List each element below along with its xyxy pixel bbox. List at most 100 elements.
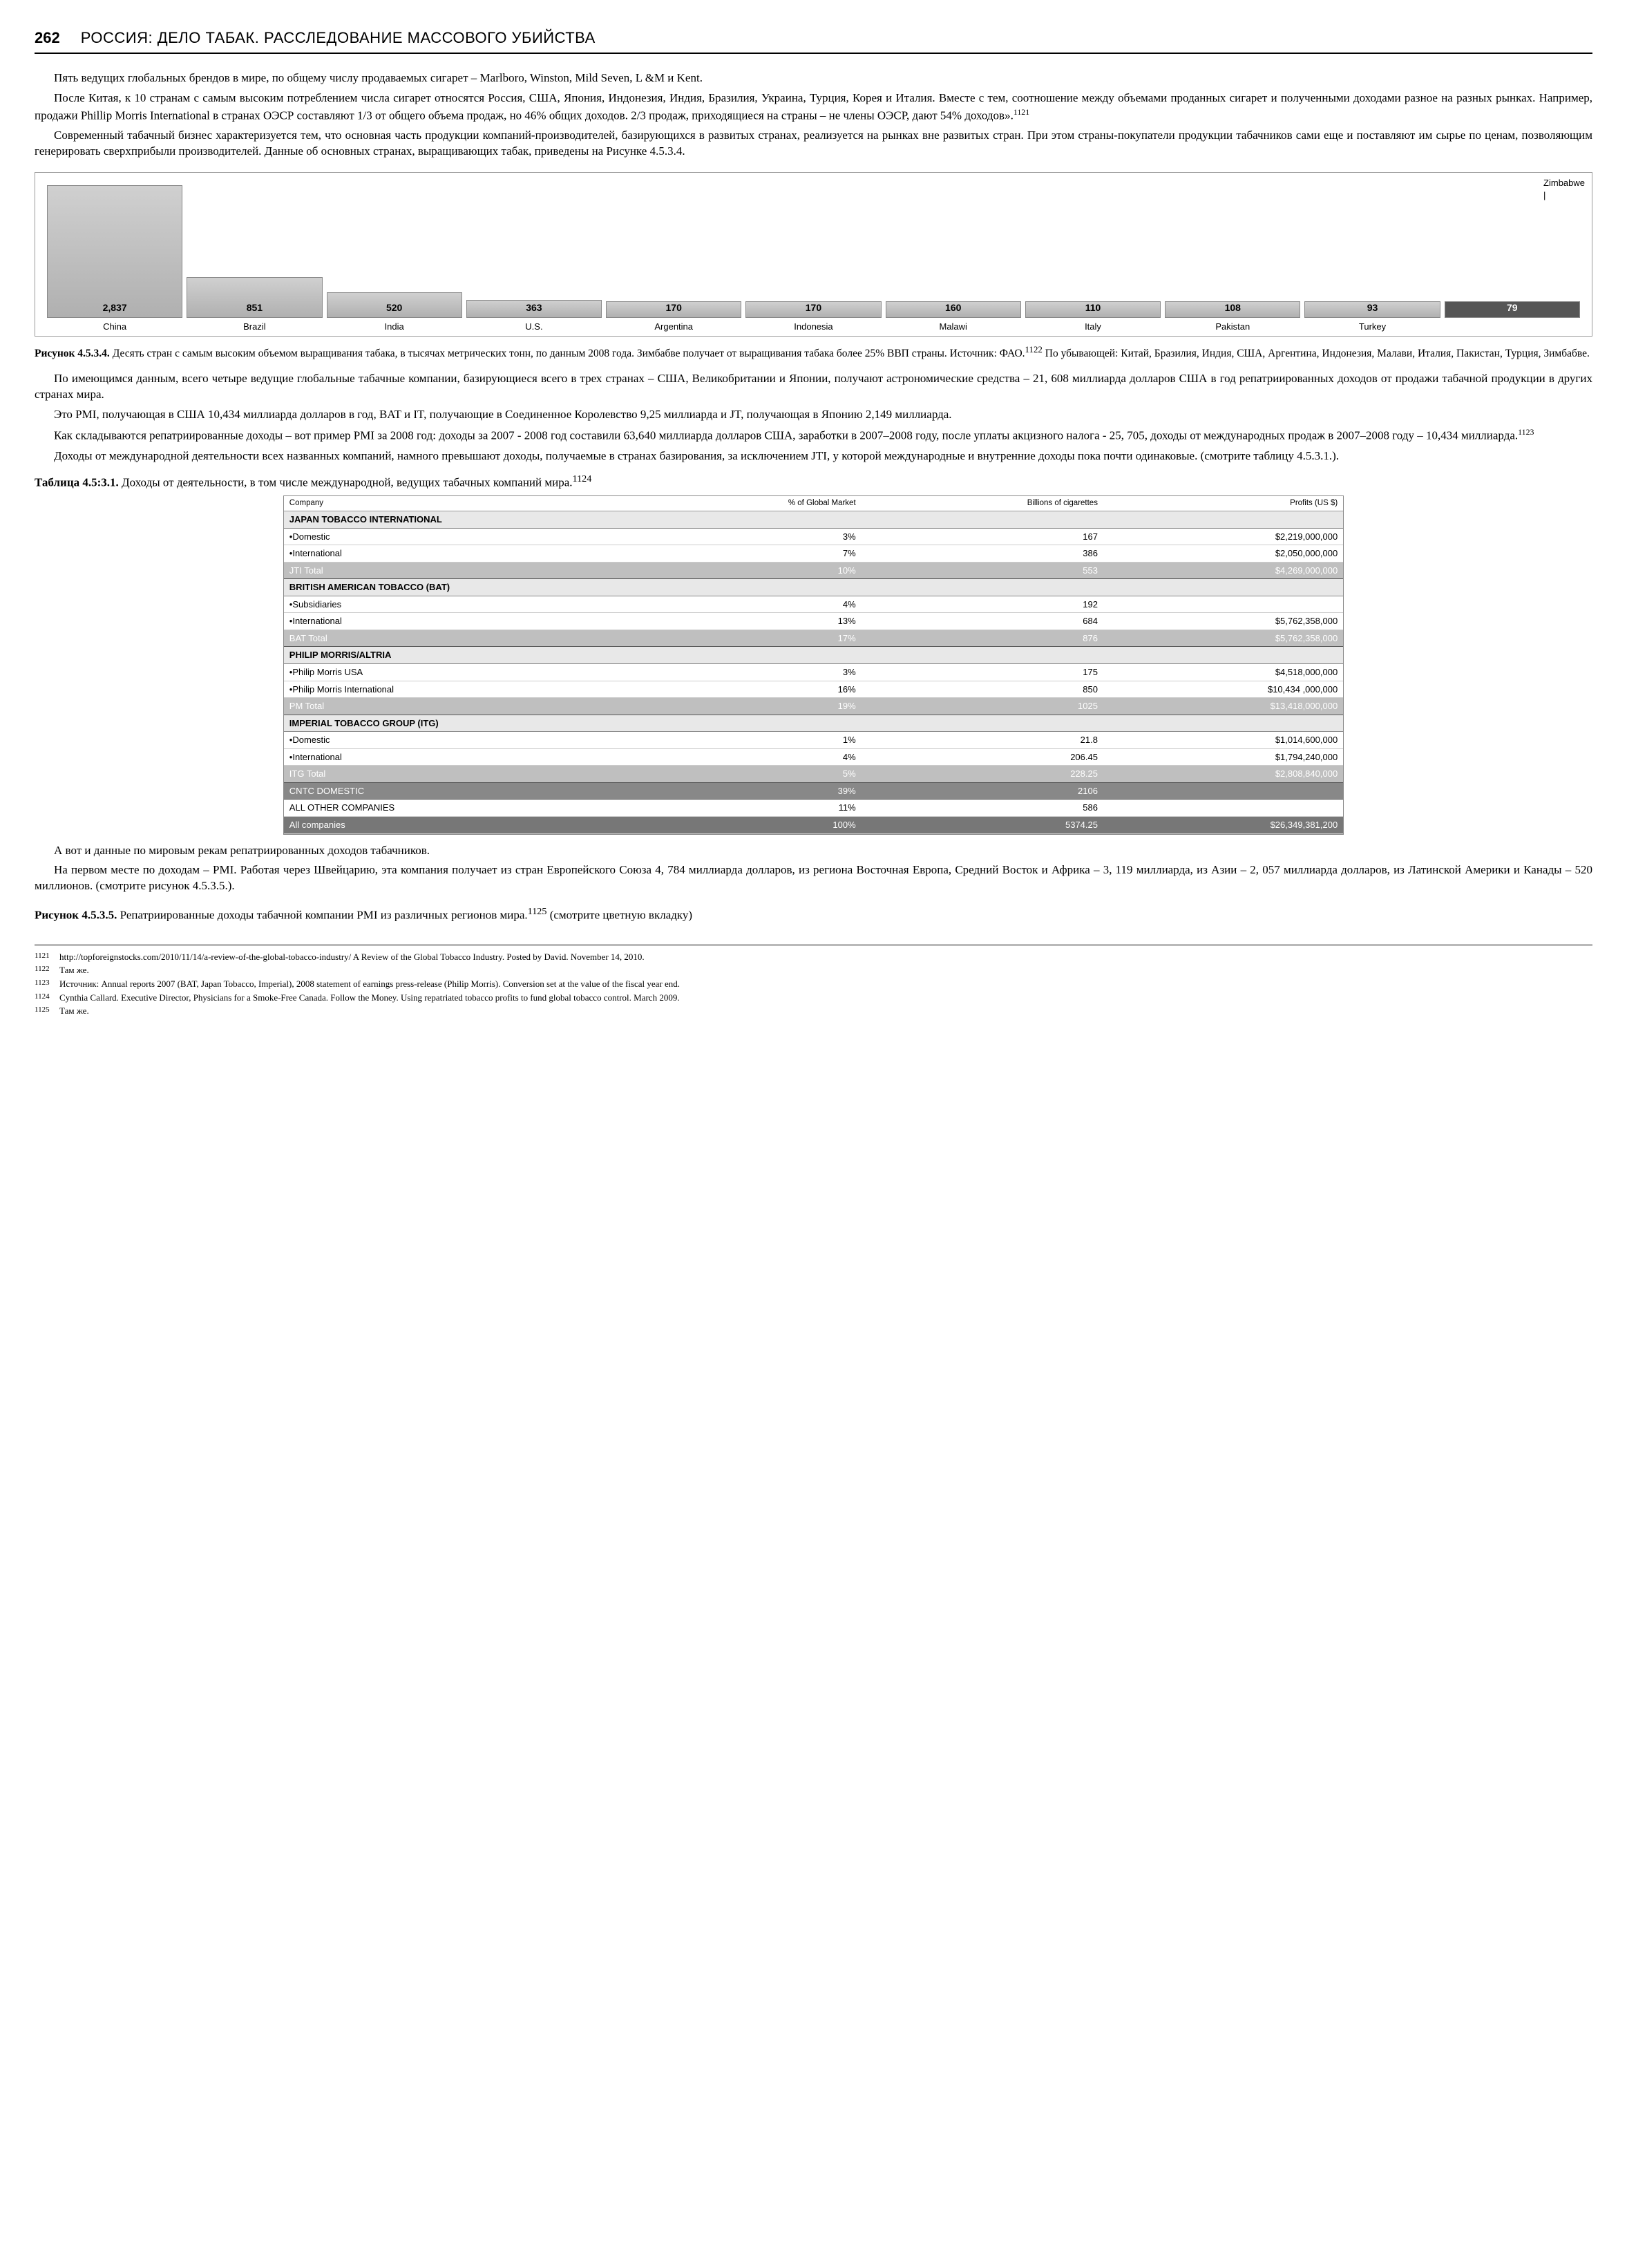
table-cell: ALL OTHER COMPANIES <box>284 800 629 817</box>
bar: 160 <box>886 301 1021 318</box>
table-cell: 3% <box>629 664 862 681</box>
table-cell: $5,762,358,000 <box>1103 613 1343 630</box>
figure-2-caption: Рисунок 4.5.3.5. Репатриированные доходы… <box>35 905 1592 924</box>
table-cell: •Domestic <box>284 528 629 545</box>
paragraph-9: На первом месте по доходам – PMI. Работа… <box>35 862 1592 894</box>
bar-label: Malawi <box>886 321 1020 333</box>
labels-row: ChinaBrazilIndiaU.S.ArgentinaIndonesiaMa… <box>42 318 1585 333</box>
bar-col: 93 <box>1305 301 1439 318</box>
header-title: РОССИЯ: ДЕЛО ТАБАК. РАССЛЕДОВАНИЕ МАССОВ… <box>81 28 596 48</box>
table-cell: •Subsidiaries <box>284 596 629 613</box>
table-row: ITG Total5%228.25$2,808,840,000 <box>284 766 1343 783</box>
page-header: 262 РОССИЯ: ДЕЛО ТАБАК. РАССЛЕДОВАНИЕ МА… <box>35 28 1592 54</box>
bar-value: 79 <box>1507 301 1518 314</box>
table-cell: •International <box>284 613 629 630</box>
table-cell: 1% <box>629 732 862 749</box>
table-cell: 586 <box>862 800 1103 817</box>
table-cell: $13,418,000,000 <box>1103 698 1343 715</box>
bar-col: 160 <box>886 301 1020 318</box>
section-header-row: JAPAN TOBACCO INTERNATIONAL <box>284 511 1343 529</box>
table-cell: 684 <box>862 613 1103 630</box>
page-number: 262 <box>35 28 60 48</box>
fig2-num: Рисунок 4.5.3.5. <box>35 909 117 922</box>
bar: 108 <box>1165 301 1300 318</box>
bar-col: 363 <box>467 300 601 318</box>
footnote-text: http://topforeignstocks.com/2010/11/14/a… <box>59 951 1592 963</box>
bar-col: 79 <box>1445 301 1579 318</box>
table-row: •Domestic3%167$2,219,000,000 <box>284 528 1343 545</box>
table-row: •Domestic1%21.8$1,014,600,000 <box>284 732 1343 749</box>
paragraph-1: Пять ведущих глобальных брендов в мире, … <box>35 70 1592 86</box>
table-cell: 5% <box>629 766 862 783</box>
fig-text: Десять стран с самым высоким объемом выр… <box>110 348 1025 359</box>
table-num: Таблица 4.5:3.1. <box>35 476 119 489</box>
table-cell: 553 <box>862 562 1103 579</box>
bar: 2,837 <box>47 185 182 318</box>
table-cell: •International <box>284 748 629 766</box>
p7-text: Доходы от международной деятельности все… <box>54 449 1339 462</box>
fig-tail: По убывающей: Китай, Бразилия, Индия, СШ… <box>1043 348 1590 359</box>
bar-col: 170 <box>746 301 880 318</box>
table-cell: 17% <box>629 630 862 647</box>
fig2-text: Репатриированные доходы табачной компани… <box>117 909 527 922</box>
table-cell: 19% <box>629 698 862 715</box>
footnote-num: 1123 <box>35 978 59 990</box>
table-cell: 5374.25 <box>862 816 1103 833</box>
footnote: 1122Там же. <box>35 964 1592 976</box>
bar-label: Brazil <box>187 321 321 333</box>
section-header-cell: PHILIP MORRIS/ALTRIA <box>284 647 1343 664</box>
p2-ref: 1121 <box>1014 107 1029 117</box>
bar-value: 110 <box>1085 301 1101 314</box>
bars-row: Zimbabwe| 2,8378515203631701701601101089… <box>42 180 1585 318</box>
col-header: % of Global Market <box>629 496 862 511</box>
section-header-cell: JAPAN TOBACCO INTERNATIONAL <box>284 511 1343 529</box>
table-row: •International4%206.45$1,794,240,000 <box>284 748 1343 766</box>
table-cell: 192 <box>862 596 1103 613</box>
table-cell: All companies <box>284 816 629 833</box>
table-cell: PM Total <box>284 698 629 715</box>
footnote: 1125Там же. <box>35 1005 1592 1017</box>
paragraph-7: Доходы от международной деятельности все… <box>35 448 1592 464</box>
bar: 93 <box>1304 301 1440 318</box>
table-cell: •Philip Morris International <box>284 681 629 698</box>
table-cell: 206.45 <box>862 748 1103 766</box>
p6-ref: 1123 <box>1518 427 1534 437</box>
table-title: Таблица 4.5:3.1. Доходы от деятельности,… <box>35 473 1592 491</box>
bar-col: 110 <box>1026 301 1160 318</box>
fig-num: Рисунок 4.5.3.4. <box>35 348 110 359</box>
footnote-text: Cynthia Callard. Executive Director, Phy… <box>59 992 1592 1004</box>
table-cell: $1,794,240,000 <box>1103 748 1343 766</box>
bar-value: 93 <box>1367 301 1378 314</box>
table-cell: CNTC DOMESTIC <box>284 782 629 800</box>
table-cell: 4% <box>629 748 862 766</box>
footnote-num: 1121 <box>35 951 59 963</box>
table-cell: ITG Total <box>284 766 629 783</box>
table-row: JTI Total10%553$4,269,000,000 <box>284 562 1343 579</box>
bar-label: Indonesia <box>746 321 880 333</box>
figure-caption: Рисунок 4.5.3.4. Десять стран с самым вы… <box>35 343 1592 361</box>
table-cell: $2,219,000,000 <box>1103 528 1343 545</box>
table-cell: 876 <box>862 630 1103 647</box>
table-row: ALL OTHER COMPANIES11%586 <box>284 800 1343 817</box>
table-cell: $5,762,358,000 <box>1103 630 1343 647</box>
table-cell: 16% <box>629 681 862 698</box>
bar-label: Pakistan <box>1165 321 1300 333</box>
table-cell: 4% <box>629 596 862 613</box>
table-cell <box>1103 800 1343 817</box>
table-cell: 100% <box>629 816 862 833</box>
paragraph-8: А вот и данные по мировым рекам репатрии… <box>35 843 1592 859</box>
paragraph-2: После Китая, к 10 странам с самым высоки… <box>35 91 1592 124</box>
bar-value: 170 <box>806 301 821 314</box>
bar-label: Turkey <box>1305 321 1439 333</box>
table-row: CNTC DOMESTIC39%2106 <box>284 782 1343 800</box>
bar-value: 851 <box>247 301 263 314</box>
bar: 520 <box>327 292 462 318</box>
footnote: 1123Источник: Annual reports 2007 (BAT, … <box>35 978 1592 990</box>
paragraph-6: Как складываются репатриированные доходы… <box>35 426 1592 444</box>
bar-col: 170 <box>607 301 741 318</box>
footnote-text: Там же. <box>59 1005 1592 1017</box>
bar-col: 2,837 <box>48 185 182 318</box>
bar-value: 160 <box>945 301 961 314</box>
p6-text: Как складываются репатриированные доходы… <box>54 429 1518 442</box>
table-cell: $4,269,000,000 <box>1103 562 1343 579</box>
